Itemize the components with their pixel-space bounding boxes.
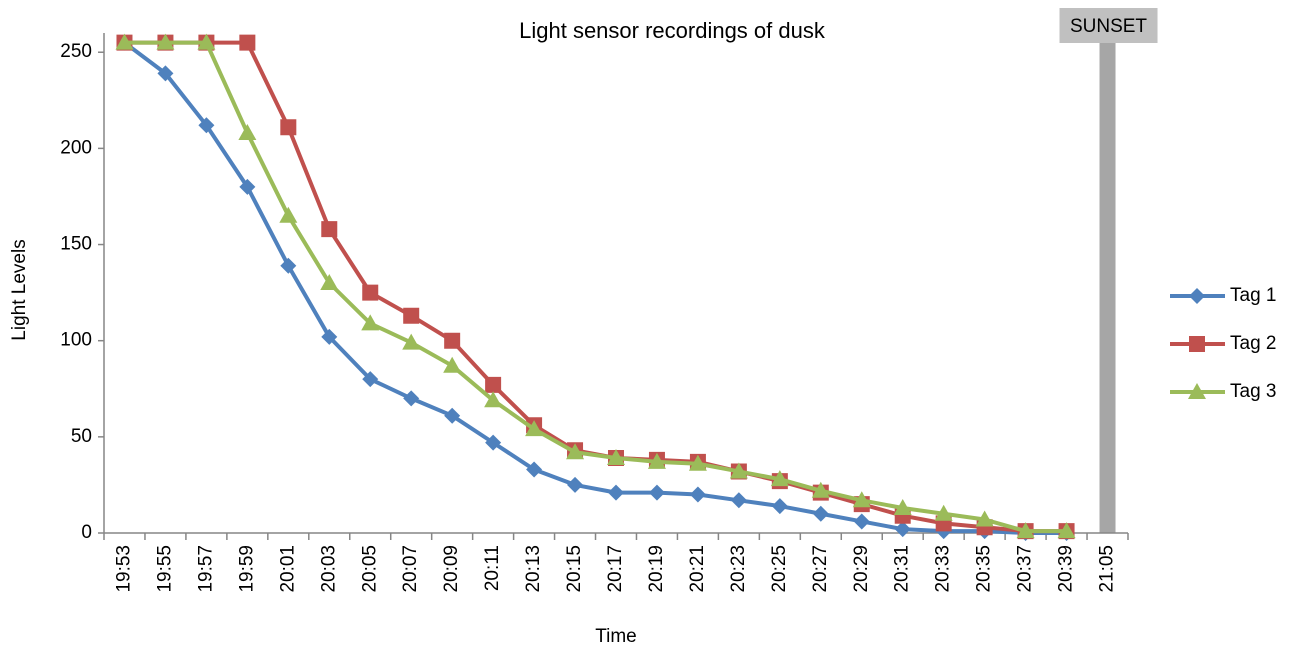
x-tick-label: 20:37 (1015, 545, 1036, 593)
x-tick-label: 20:09 (441, 545, 462, 593)
legend-label: Tag 2 (1230, 333, 1276, 354)
marker (362, 371, 379, 388)
x-axis-label: Time (595, 626, 637, 647)
marker (403, 307, 420, 324)
x-tick-label: 19:57 (195, 545, 216, 593)
marker (771, 498, 788, 515)
x-tick-label: 20:03 (318, 545, 339, 593)
marker (567, 476, 584, 493)
x-tick-label: 20:33 (933, 545, 954, 593)
marker (280, 119, 297, 136)
marker (648, 484, 665, 501)
marker (566, 443, 585, 460)
marker (320, 274, 339, 290)
series-line (123, 41, 1067, 535)
x-tick-label: 19:59 (236, 545, 257, 593)
marker (238, 124, 257, 140)
legend-marker (1188, 383, 1206, 399)
marker (934, 504, 953, 521)
marker (852, 491, 871, 508)
marker (853, 513, 870, 530)
marker (362, 284, 379, 301)
x-tick-label: 20:17 (605, 545, 626, 593)
sunset-label-box (1059, 8, 1158, 43)
legend-label: Tag 1 (1230, 285, 1276, 306)
marker (770, 470, 789, 487)
x-tick-label: 20:35 (974, 545, 995, 593)
x-tick-label: 20:27 (810, 545, 831, 593)
marker (361, 314, 380, 331)
x-tick-label: 20:23 (728, 545, 749, 593)
marker (156, 33, 175, 50)
legend-marker (1189, 336, 1205, 352)
marker (403, 390, 420, 407)
marker (811, 481, 830, 498)
series-line (124, 40, 1067, 534)
marker (812, 505, 829, 522)
marker (239, 178, 256, 195)
marker (730, 492, 747, 509)
marker (197, 33, 216, 50)
marker (444, 407, 461, 424)
y-tick-label: 250 (60, 41, 92, 62)
marker (279, 206, 298, 223)
y-tick-label: 200 (60, 137, 92, 158)
marker (485, 376, 502, 393)
x-tick-label: 19:55 (154, 545, 175, 593)
marker (321, 328, 338, 345)
x-tick-label: 20:05 (359, 545, 380, 593)
marker (239, 34, 256, 51)
marker (1057, 522, 1076, 539)
marker (198, 117, 215, 134)
y-tick-label: 100 (60, 330, 92, 351)
legend-label: Tag 3 (1230, 381, 1276, 402)
marker (647, 452, 666, 469)
x-tick-label: 20:31 (892, 545, 913, 593)
x-tick-label: 19:53 (113, 545, 134, 593)
marker (444, 332, 461, 349)
marker (402, 333, 421, 350)
sunset-bar (1099, 41, 1116, 533)
x-tick-label: 20:11 (482, 545, 503, 591)
marker (688, 454, 707, 471)
y-tick-label: 50 (71, 426, 92, 447)
marker (280, 257, 297, 274)
marker (525, 420, 544, 437)
y-axis-label: Light Levels (9, 239, 30, 340)
marker (443, 356, 462, 373)
marker (526, 461, 543, 478)
marker (1016, 522, 1035, 539)
marker (321, 221, 338, 238)
marker (484, 391, 503, 408)
x-tick-label: 20:29 (851, 545, 872, 593)
x-tick-label: 20:19 (646, 545, 667, 593)
x-tick-label: 21:05 (1097, 545, 1118, 593)
x-tick-label: 20:01 (277, 545, 298, 593)
x-tick-label: 20:25 (769, 545, 790, 593)
x-tick-label: 20:13 (523, 545, 544, 593)
sunset-label: SUNSET (1070, 16, 1147, 37)
x-tick-label: 20:21 (687, 545, 708, 593)
marker (485, 434, 502, 451)
x-tick-label: 20:15 (564, 545, 585, 593)
marker (115, 33, 134, 50)
y-tick-label: 150 (60, 234, 92, 255)
marker (157, 65, 174, 82)
marker (608, 484, 624, 501)
marker (893, 499, 912, 515)
x-tick-label: 20:07 (400, 545, 421, 593)
chart-title: Light sensor recordings of dusk (519, 18, 826, 43)
marker (975, 510, 994, 527)
marker (689, 486, 706, 503)
series-line (124, 40, 1067, 534)
marker (729, 462, 748, 479)
legend-marker (1189, 288, 1205, 304)
x-tick-label: 20:39 (1056, 545, 1077, 593)
y-tick-label: 0 (81, 522, 92, 543)
marker (607, 449, 625, 465)
marker (894, 521, 911, 538)
